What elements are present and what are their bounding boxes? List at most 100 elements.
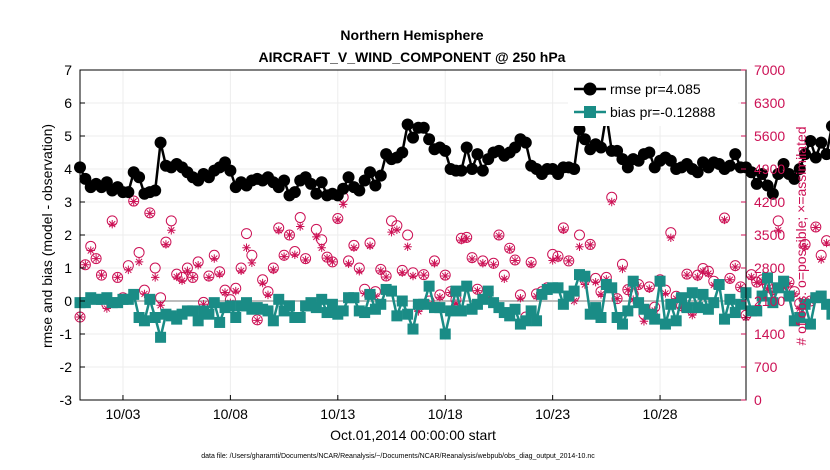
obs-assimilated-point (328, 257, 337, 267)
obs-assimilated-point (167, 226, 176, 235)
bias-point (729, 307, 741, 319)
bias-point (402, 308, 414, 320)
obs-assimilated-point (236, 266, 246, 276)
obs-assimilated-point (285, 230, 294, 240)
x-tick-label: 10/13 (320, 406, 355, 422)
rmse-point (122, 186, 135, 199)
bias-point (504, 310, 516, 322)
rmse-point (364, 166, 377, 179)
bias-point (348, 292, 360, 304)
obs-assimilated-point (210, 254, 219, 263)
legend-bias-marker (584, 106, 596, 118)
legend-rmse-marker (583, 82, 597, 96)
bias-point (359, 307, 371, 319)
obs-assimilated-point (199, 300, 208, 309)
bias-point (310, 302, 322, 314)
rmse-point (772, 167, 785, 180)
obs-assimilated-point (553, 253, 563, 263)
obs-possible-point (128, 195, 140, 207)
obs-assimilated-point (811, 223, 821, 232)
rmse-point (825, 120, 830, 132)
obs-assimilated-point (355, 267, 364, 276)
rmse-point (417, 121, 430, 134)
obs-assimilated-point (419, 270, 428, 280)
obs-assimilated-point (462, 234, 471, 243)
bias-point (439, 328, 451, 340)
obs-assimilated-point (145, 209, 155, 218)
rmse-series (74, 108, 830, 202)
rmse-point (149, 184, 162, 197)
rmse-point (519, 136, 532, 149)
bias-point (267, 315, 279, 327)
obs-possible-point (574, 229, 585, 241)
y-right-tick-label: 2800 (754, 260, 785, 276)
obs-assimilated-point (666, 233, 676, 243)
rmse-point (745, 166, 758, 179)
rmse-point (154, 136, 167, 149)
bias-point (595, 312, 607, 323)
bias-point (826, 308, 830, 320)
bias-point (316, 293, 328, 305)
obs-assimilated-point (586, 240, 595, 250)
rmse-point (315, 176, 328, 189)
y-left-tick-label: 6 (64, 95, 72, 111)
bias-point (622, 305, 634, 317)
rmse-point (788, 172, 801, 185)
rmse-point (594, 141, 607, 154)
obs-possible-point (144, 207, 156, 219)
bias-point (772, 282, 784, 294)
obs-assimilated-point (516, 293, 525, 303)
bias-point (450, 285, 462, 297)
obs-possible-point (165, 215, 177, 227)
obs-assimilated-point (349, 243, 359, 252)
obs-assimilated-point (188, 273, 197, 282)
legend-box (568, 76, 738, 126)
obs-assimilated-point (435, 293, 445, 302)
y-left-tick-label: 3 (64, 194, 72, 210)
rmse-point (133, 171, 146, 184)
obs-possible-point (563, 255, 575, 267)
bias-point (434, 302, 446, 314)
obs-assimilated-point (274, 226, 283, 235)
axes: -3 -2 -1 0 1 2 3 4 5 6 7 0 700 1400 2100 2800 3500 4200 49… (60, 62, 786, 422)
bias-point (208, 297, 220, 309)
obs-possible-point (418, 269, 430, 281)
bias-point (686, 287, 698, 299)
obs-assimilated-point (124, 265, 133, 275)
bias-point (407, 323, 419, 335)
obs-assimilated-point (430, 259, 439, 268)
bias-point (702, 303, 714, 315)
obs-assimilated-point (193, 260, 203, 270)
rmse-point (310, 187, 323, 200)
bias-point (584, 308, 596, 320)
bias-point (649, 313, 661, 325)
obs-assimilated-point (156, 301, 165, 310)
bias-point (326, 298, 338, 310)
obs-assimilated-point (451, 299, 461, 308)
rmse-point (407, 131, 419, 144)
legend-rmse-label: rmse pr=4.085 (610, 81, 701, 97)
bias-point (735, 298, 747, 310)
bias-point (719, 313, 731, 325)
rmse-point (573, 123, 586, 136)
obs-assimilated-point (296, 222, 305, 231)
y-right-tick-label: 2100 (754, 293, 785, 309)
obs-assimilated-point (279, 252, 289, 261)
bias-point (799, 298, 811, 310)
obs-assimilated-point (661, 289, 670, 298)
bias-point (386, 285, 398, 297)
obs-assimilated-point (618, 264, 627, 274)
rmse-point (278, 174, 291, 187)
y-left-tick-label: -2 (60, 359, 73, 375)
bias-point (756, 290, 768, 302)
bias-point (821, 298, 830, 310)
obs-assimilated-point (129, 197, 138, 206)
obs-assimilated-point (365, 241, 375, 251)
bias-point (783, 290, 795, 302)
y-left-tick-label: 7 (64, 62, 72, 78)
obs-assimilated-point (97, 270, 106, 280)
rmse-point (750, 177, 763, 190)
bias-point (751, 305, 763, 317)
rmse-point (439, 144, 452, 157)
obs-assimilated-point (725, 275, 735, 284)
